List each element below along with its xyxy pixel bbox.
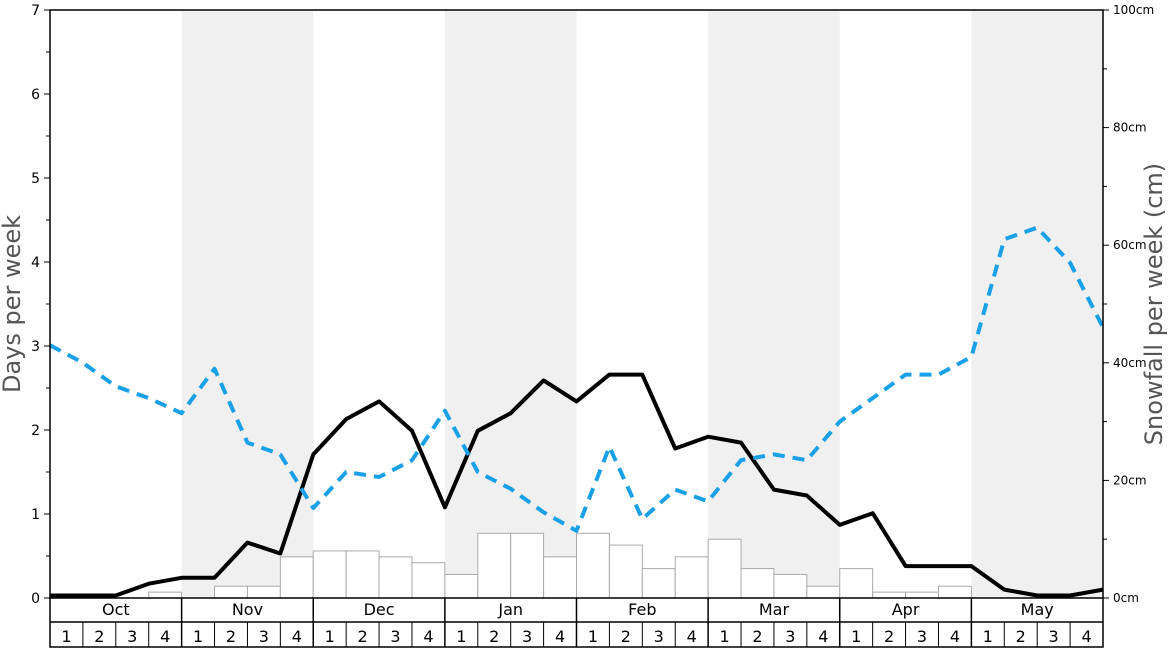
week-label: 4 [1081,627,1091,646]
week-label: 1 [325,627,335,646]
week-label: 1 [851,627,861,646]
week-label: 4 [950,627,960,646]
week-label: 1 [719,627,729,646]
month-band-mar [708,10,840,598]
month-label-apr: Apr [892,600,920,619]
snowfall-bar [148,591,183,599]
week-label: 4 [423,627,433,646]
week-label: 2 [358,627,368,646]
week-label: 3 [654,627,664,646]
snowfall-bar [543,556,577,599]
left-tick-label: 0 [31,591,40,607]
snowfall-bar [510,532,545,599]
left-tick-label: 1 [31,507,40,523]
left-tick-label: 3 [31,339,40,355]
week-label: 2 [752,627,762,646]
week-label: 1 [193,627,203,646]
week-label: 3 [785,627,795,646]
month-band-may [971,10,1103,598]
snowfall-bar [674,556,709,599]
snowfall-bar [312,550,347,599]
snowfall-bar [773,573,808,599]
snowfall-bar [839,568,874,599]
snowfall-bar [444,573,479,599]
week-label: 2 [884,627,894,646]
snowfall-bar [608,544,643,599]
week-label: 4 [555,627,565,646]
week-label: 1 [983,627,993,646]
snowfall-bar [246,585,281,599]
week-label: 3 [522,627,532,646]
week-label: 3 [259,627,269,646]
right-tick-label: 40cm [1113,356,1147,370]
snowfall-bar [641,568,676,599]
week-label: 4 [160,627,170,646]
snowfall-bar [576,532,610,599]
snowfall-bar [378,556,413,599]
month-label-feb: Feb [628,600,656,619]
x-axis-months-weeks: Oct 1 2 3 4 Nov 1 2 3 4 Dec 1 2 3 4 Jan 1 2 3 4 Feb 1 2 3 4 Mar 1 2… [50,597,1103,647]
right-axis-title: Snowfall per week (cm) [1140,163,1168,445]
snowfall-bar [872,591,907,599]
snowfall-bars [148,532,972,599]
left-tick-label: 7 [31,3,40,19]
week-label: 1 [588,627,598,646]
left-tick-label: 2 [31,423,40,439]
snowfall-bar [905,591,939,599]
month-label-may: May [1021,600,1054,619]
month-band-jan [444,10,577,598]
week-label: 4 [818,627,828,646]
week-label: 2 [1016,627,1026,646]
snowfall-bar [214,585,248,599]
week-label: 3 [390,627,400,646]
left-axis: 0 1 2 3 4 5 6 7 [31,3,50,607]
month-label-oct: Oct [102,600,130,619]
snowfall-bar [806,585,841,599]
week-label: 4 [292,627,302,646]
snowfall-bar [345,550,380,599]
right-tick-label: 100cm [1113,3,1154,17]
week-label: 3 [1049,627,1059,646]
series-lines [49,225,1105,598]
snowfall-bar [937,585,972,599]
month-label-dec: Dec [364,600,395,619]
week-label: 4 [687,627,697,646]
month-label-jan: Jan [497,600,523,619]
left-tick-label: 6 [31,87,40,103]
right-tick-label: 20cm [1113,473,1147,487]
week-label: 3 [917,627,927,646]
week-label: 1 [61,627,71,646]
right-tick-label: 80cm [1113,121,1147,135]
right-tick-label: 0cm [1113,591,1139,605]
series-line-dashed [49,225,1105,533]
snowfall-bar [477,532,512,599]
right-tick-label: 60cm [1113,238,1147,252]
week-label: 1 [456,627,466,646]
right-axis: 0cm 20cm 40cm 60cm 80cm 100cm [1103,3,1154,605]
month-label-nov: Nov [232,600,263,619]
month-shading-bands [181,10,1103,598]
snowfall-bar [279,556,314,599]
snowfall-bar [740,568,775,599]
series-line-solid [50,372,1104,598]
week-label: 2 [621,627,631,646]
left-tick-label: 4 [31,255,40,271]
week-label: 2 [489,627,499,646]
snowfall-bar [411,562,446,599]
week-label: 2 [226,627,236,646]
week-label: 3 [127,627,137,646]
left-axis-title: Days per week [0,215,26,393]
month-label-mar: Mar [759,600,790,619]
week-label: 2 [94,627,104,646]
left-tick-label: 5 [31,171,40,187]
month-band-nov [181,10,314,598]
snowfall-bar [707,538,742,599]
